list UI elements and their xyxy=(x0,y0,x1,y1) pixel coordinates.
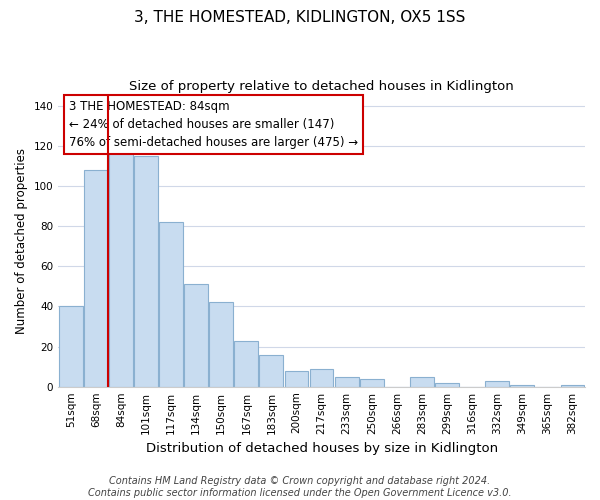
Bar xyxy=(335,376,359,386)
Bar xyxy=(84,170,108,386)
Text: Contains HM Land Registry data © Crown copyright and database right 2024.
Contai: Contains HM Land Registry data © Crown c… xyxy=(88,476,512,498)
Bar xyxy=(360,378,383,386)
Title: Size of property relative to detached houses in Kidlington: Size of property relative to detached ho… xyxy=(129,80,514,93)
Bar xyxy=(109,152,133,386)
X-axis label: Distribution of detached houses by size in Kidlington: Distribution of detached houses by size … xyxy=(146,442,497,455)
Bar xyxy=(284,370,308,386)
Bar xyxy=(159,222,183,386)
Text: 3 THE HOMESTEAD: 84sqm
← 24% of detached houses are smaller (147)
76% of semi-de: 3 THE HOMESTEAD: 84sqm ← 24% of detached… xyxy=(69,100,358,149)
Bar xyxy=(310,368,334,386)
Bar xyxy=(184,284,208,386)
Y-axis label: Number of detached properties: Number of detached properties xyxy=(15,148,28,334)
Bar xyxy=(59,306,83,386)
Text: 3, THE HOMESTEAD, KIDLINGTON, OX5 1SS: 3, THE HOMESTEAD, KIDLINGTON, OX5 1SS xyxy=(134,10,466,25)
Bar xyxy=(134,156,158,386)
Bar xyxy=(259,354,283,386)
Bar xyxy=(435,382,459,386)
Bar xyxy=(235,340,258,386)
Bar xyxy=(209,302,233,386)
Bar xyxy=(560,384,584,386)
Bar xyxy=(511,384,534,386)
Bar xyxy=(485,380,509,386)
Bar xyxy=(410,376,434,386)
